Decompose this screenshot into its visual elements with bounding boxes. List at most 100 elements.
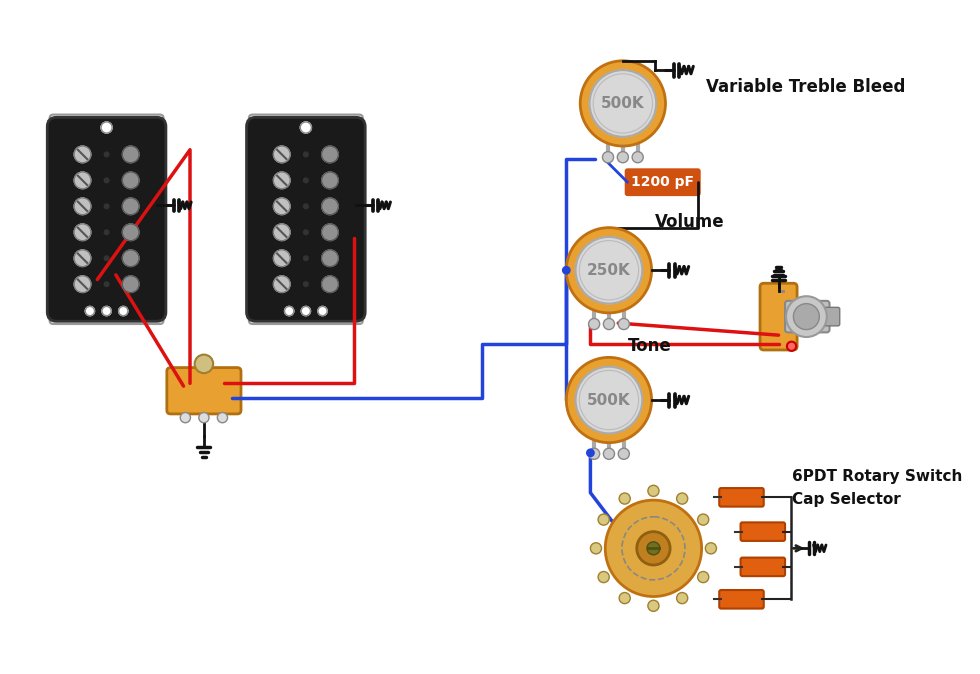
- Text: Volume: Volume: [656, 213, 725, 231]
- Circle shape: [321, 276, 338, 293]
- Circle shape: [676, 493, 688, 504]
- Circle shape: [101, 122, 112, 133]
- Circle shape: [590, 70, 657, 137]
- Circle shape: [273, 250, 290, 266]
- Circle shape: [603, 152, 613, 162]
- Circle shape: [589, 318, 600, 330]
- Circle shape: [321, 172, 338, 189]
- Circle shape: [74, 250, 91, 266]
- Circle shape: [587, 449, 594, 456]
- Circle shape: [273, 146, 290, 162]
- Circle shape: [619, 493, 630, 504]
- FancyBboxPatch shape: [47, 117, 166, 321]
- Circle shape: [321, 224, 338, 241]
- Circle shape: [580, 61, 665, 146]
- Circle shape: [119, 307, 128, 315]
- Circle shape: [698, 572, 709, 582]
- Circle shape: [180, 412, 190, 423]
- Circle shape: [786, 296, 827, 337]
- Circle shape: [104, 256, 109, 261]
- Text: Tone: Tone: [627, 337, 671, 355]
- Circle shape: [74, 276, 91, 293]
- Circle shape: [589, 448, 600, 460]
- Circle shape: [304, 204, 308, 209]
- Circle shape: [676, 592, 688, 604]
- Text: 500K: 500K: [601, 96, 645, 111]
- Text: 500K: 500K: [587, 392, 631, 408]
- Circle shape: [304, 282, 308, 286]
- FancyBboxPatch shape: [249, 115, 363, 324]
- Circle shape: [321, 250, 338, 266]
- FancyBboxPatch shape: [719, 590, 763, 609]
- Circle shape: [195, 355, 214, 373]
- Circle shape: [563, 266, 570, 274]
- Circle shape: [787, 342, 796, 351]
- Circle shape: [85, 307, 94, 315]
- Circle shape: [575, 237, 642, 303]
- Circle shape: [304, 230, 308, 235]
- Circle shape: [604, 448, 614, 460]
- Circle shape: [273, 276, 290, 293]
- Circle shape: [698, 514, 709, 525]
- FancyBboxPatch shape: [760, 283, 797, 350]
- Circle shape: [637, 532, 670, 565]
- Circle shape: [604, 318, 614, 330]
- Circle shape: [706, 543, 716, 554]
- Circle shape: [618, 448, 629, 460]
- Circle shape: [122, 198, 139, 214]
- Circle shape: [794, 303, 819, 330]
- Circle shape: [74, 172, 91, 189]
- Circle shape: [218, 412, 227, 423]
- FancyBboxPatch shape: [247, 117, 366, 321]
- Circle shape: [104, 282, 109, 286]
- Text: 1200 pF: 1200 pF: [631, 175, 694, 189]
- FancyBboxPatch shape: [50, 115, 164, 324]
- Circle shape: [273, 198, 290, 214]
- Circle shape: [618, 318, 629, 330]
- Circle shape: [632, 152, 643, 162]
- Circle shape: [104, 178, 109, 183]
- Text: 250K: 250K: [587, 263, 631, 278]
- Circle shape: [122, 276, 139, 293]
- Circle shape: [122, 172, 139, 189]
- Circle shape: [598, 514, 610, 525]
- FancyBboxPatch shape: [823, 307, 840, 326]
- Circle shape: [647, 542, 660, 555]
- Circle shape: [619, 592, 630, 604]
- Circle shape: [122, 250, 139, 266]
- Circle shape: [321, 146, 338, 162]
- Circle shape: [617, 152, 628, 162]
- FancyBboxPatch shape: [167, 367, 241, 414]
- Circle shape: [74, 198, 91, 214]
- Circle shape: [122, 146, 139, 162]
- Circle shape: [304, 152, 308, 157]
- Text: Variable Treble Bleed: Variable Treble Bleed: [707, 78, 906, 96]
- Circle shape: [575, 367, 642, 433]
- FancyBboxPatch shape: [719, 488, 763, 507]
- Circle shape: [598, 572, 610, 582]
- Circle shape: [566, 357, 652, 443]
- Circle shape: [104, 230, 109, 235]
- Circle shape: [648, 485, 659, 497]
- Circle shape: [318, 307, 327, 315]
- FancyBboxPatch shape: [741, 557, 785, 576]
- Circle shape: [104, 204, 109, 209]
- Circle shape: [199, 412, 209, 423]
- Circle shape: [321, 198, 338, 214]
- Circle shape: [273, 172, 290, 189]
- FancyBboxPatch shape: [624, 168, 701, 196]
- Circle shape: [104, 152, 109, 157]
- Circle shape: [566, 228, 652, 313]
- Circle shape: [273, 224, 290, 241]
- Circle shape: [304, 178, 308, 183]
- FancyBboxPatch shape: [741, 522, 785, 541]
- Circle shape: [74, 146, 91, 162]
- Circle shape: [300, 122, 312, 133]
- Circle shape: [284, 307, 294, 315]
- Circle shape: [648, 601, 659, 611]
- Circle shape: [74, 224, 91, 241]
- Circle shape: [304, 256, 308, 261]
- FancyBboxPatch shape: [785, 301, 829, 332]
- Circle shape: [606, 500, 702, 596]
- Circle shape: [590, 543, 602, 554]
